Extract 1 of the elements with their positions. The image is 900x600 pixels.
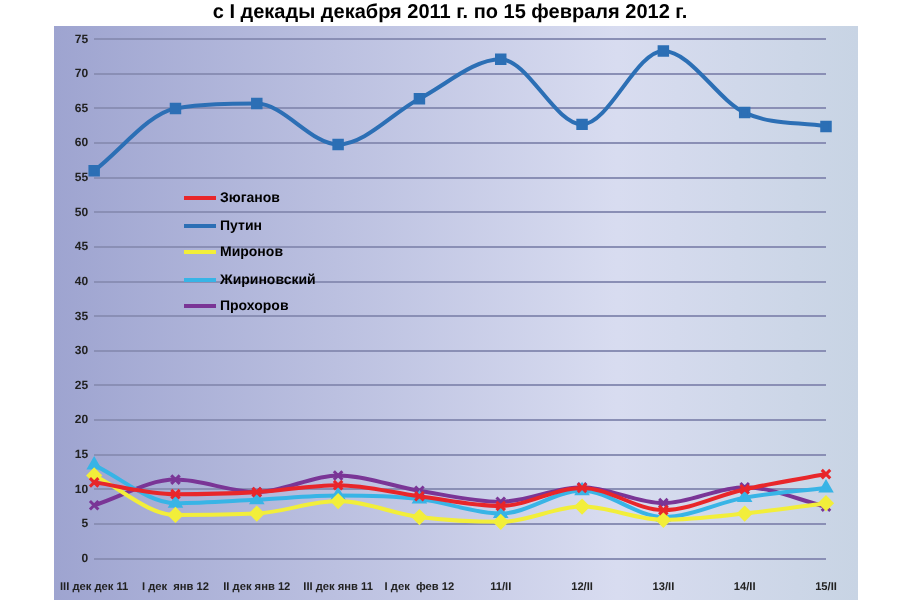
chart-title: с I декады декабря 2011 г. по 15 февраля 2012 г.: [210, 2, 690, 24]
